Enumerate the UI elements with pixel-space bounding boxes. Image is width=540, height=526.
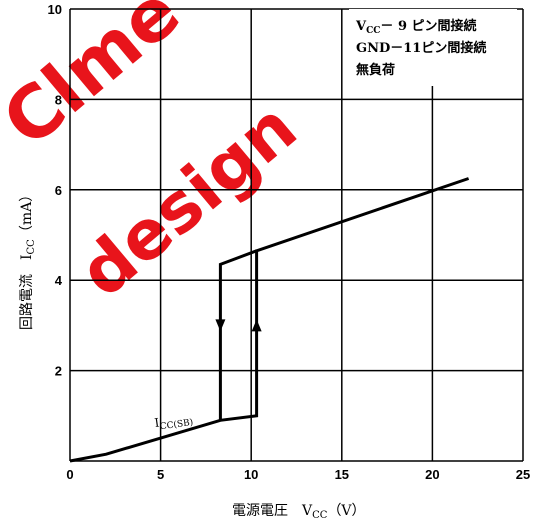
tick-labels: 0 5 10 15 20 25 2 4 6 8 10 xyxy=(48,2,531,482)
note-line-3: 無負荷 xyxy=(356,62,395,78)
x-label-main: 電源電圧 V xyxy=(232,503,313,519)
watermark-line1: Clme xyxy=(0,0,195,163)
x-tick-label: 15 xyxy=(335,467,349,482)
y-label-unit: （mA） xyxy=(19,188,35,239)
icc-sb-main: I xyxy=(154,416,161,431)
icc-sb-sub: CC(SB) xyxy=(159,417,194,433)
x-axis-label: 電源電圧 VCC（V） xyxy=(232,503,366,521)
x-tick-label: 25 xyxy=(516,467,530,482)
y-label-sub: CC xyxy=(26,239,37,255)
note1-rest: － 9 ピン間接続 xyxy=(380,18,476,34)
x-label-unit: （V） xyxy=(327,503,365,519)
x-tick-label: 10 xyxy=(244,467,258,482)
y-label-main: 回路電流 I xyxy=(19,254,35,330)
x-tick-label: 5 xyxy=(157,467,164,482)
series-group xyxy=(69,177,470,463)
note-line-2: GND－11ピン間接続 xyxy=(356,40,486,56)
legend-box xyxy=(349,9,517,86)
icc-sb-annotation: ICC(SB) xyxy=(154,411,194,433)
arrow-up xyxy=(251,319,262,332)
note1-main: V xyxy=(355,19,367,34)
note1-sub: CC xyxy=(366,26,380,36)
y-tick-label: 10 xyxy=(48,2,62,17)
series-line-1 xyxy=(69,177,470,463)
y-tick-label: 2 xyxy=(55,364,62,379)
series-line-2 xyxy=(218,249,258,421)
x-tick-label: 20 xyxy=(425,467,439,482)
arrow-down xyxy=(215,319,226,332)
watermark: Clme design xyxy=(0,0,312,313)
x-label-sub: CC xyxy=(312,510,328,521)
y-axis-label: 回路電流 ICC（mA） xyxy=(19,188,37,330)
grid xyxy=(69,8,524,462)
note-line-1: VCC－ 9 ピン間接続 xyxy=(355,18,477,36)
arrows xyxy=(215,319,262,332)
y-tick-label: 8 xyxy=(55,92,62,107)
watermark-line2: design xyxy=(65,88,312,313)
y-tick-label: 6 xyxy=(55,183,62,198)
y-tick-label: 4 xyxy=(55,273,63,288)
x-tick-label: 0 xyxy=(66,467,73,482)
